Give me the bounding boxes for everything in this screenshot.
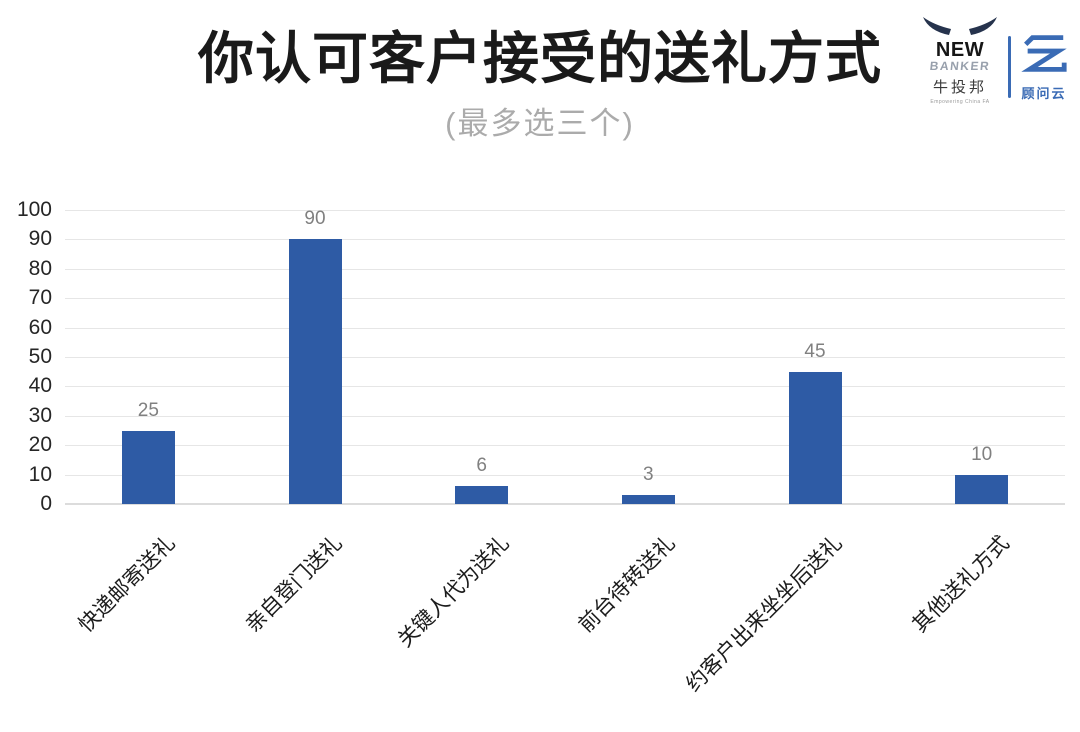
- y-tick-label: 0: [40, 492, 52, 515]
- chart-title: 你认可客户接受的送礼方式: [198, 27, 882, 90]
- brand-divider: [1008, 36, 1011, 98]
- guwenyun-logo: 顾问云: [1018, 30, 1070, 102]
- y-tick-label: 10: [28, 462, 52, 486]
- bar-3: [621, 495, 675, 504]
- gridline: [65, 386, 1065, 388]
- newbanker-word-new: NEW: [935, 39, 985, 61]
- y-tick-label: 40: [28, 374, 52, 398]
- value-label: 3: [643, 464, 654, 486]
- newbanker-logo: NEW BANKER 牛投邦 Empowering China FA: [920, 16, 1000, 105]
- y-tick-label: 70: [28, 286, 52, 310]
- bar-1: [288, 239, 342, 504]
- bar-5: [955, 474, 1009, 504]
- bar-4: [788, 371, 842, 504]
- chart-subtitle: (最多选三个): [445, 106, 635, 141]
- gridline: [65, 210, 1065, 211]
- gridline: [65, 327, 1065, 329]
- gridline: [65, 445, 1065, 447]
- y-tick-label: 80: [28, 256, 52, 280]
- value-label: 45: [804, 340, 826, 362]
- gridline: [65, 474, 1065, 476]
- bar-0: [121, 430, 175, 504]
- y-tick-label: 50: [28, 345, 52, 368]
- gridline: [65, 239, 1065, 241]
- x-axis-line: [65, 503, 1065, 505]
- gridline: [65, 357, 1065, 358]
- guwenyun-cn-name: 顾问云: [1021, 86, 1067, 101]
- cloud-character-icon: [1021, 35, 1067, 72]
- value-label: 25: [137, 399, 159, 421]
- y-tick-label: 60: [28, 315, 52, 339]
- y-tick-label: 30: [28, 403, 52, 427]
- y-tick-label: 100: [16, 198, 52, 221]
- brand-logos: NEW BANKER 牛投邦 Empowering China FA 顾问云: [920, 16, 1070, 112]
- gridline: [65, 268, 1065, 270]
- y-tick-label: 20: [28, 433, 52, 457]
- value-label: 10: [971, 443, 993, 465]
- value-label: 6: [476, 455, 487, 477]
- newbanker-cn-name: 牛投邦: [932, 80, 987, 96]
- gridline: [65, 298, 1065, 300]
- bull-horns-icon: [923, 17, 997, 35]
- newbanker-tagline: Empowering China FA: [930, 99, 990, 105]
- gridline: [65, 415, 1065, 417]
- y-tick-label: 90: [28, 227, 52, 251]
- value-label: 90: [304, 208, 326, 230]
- bar-2: [455, 486, 509, 504]
